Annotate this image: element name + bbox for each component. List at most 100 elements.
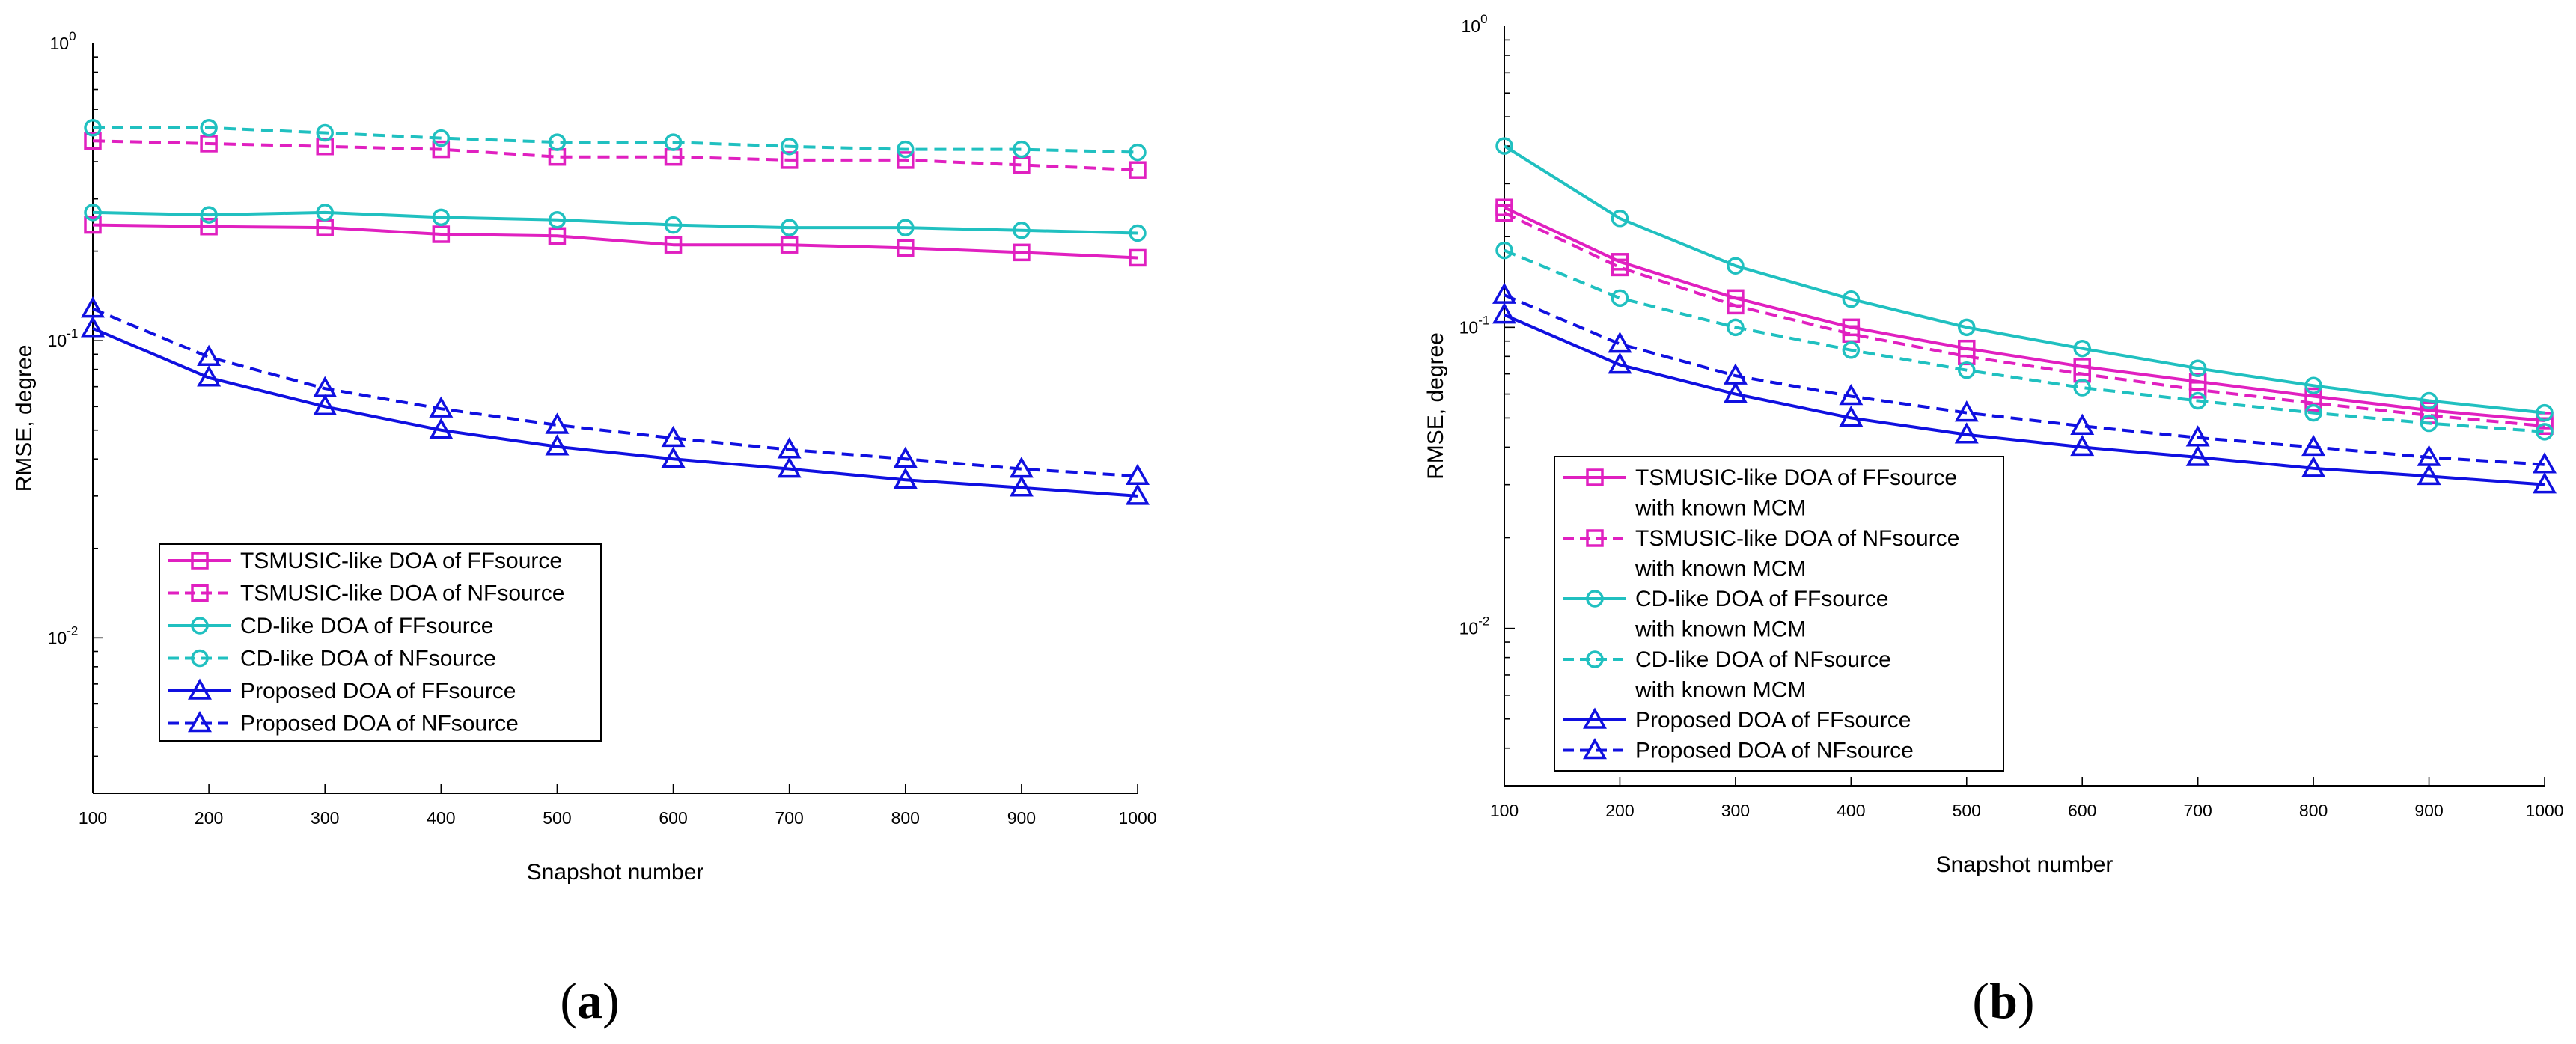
legend-label: CD-like DOA of FFsource — [1635, 587, 1888, 611]
x-tick-label: 500 — [1953, 801, 1981, 820]
data-point — [2533, 472, 2557, 494]
data-point — [780, 137, 799, 156]
x-tick-label: 400 — [427, 808, 455, 828]
data-point — [1129, 224, 1147, 242]
data-point — [1611, 210, 1629, 228]
legend-marker — [191, 649, 209, 668]
y-tick-label: 100 — [1461, 12, 1487, 36]
series-line — [1504, 211, 2545, 428]
legend-item-1: TSMUSIC-like DOA of FFsource with known M… — [1563, 465, 1957, 521]
legend-item-4: CD-like DOA of NFsource — [168, 647, 496, 671]
data-point — [1013, 222, 1031, 239]
series-2 — [84, 132, 1147, 179]
y-tick-label: 10-2 — [48, 623, 79, 647]
data-point — [432, 140, 451, 159]
legend-marker — [1583, 737, 1607, 760]
data-point — [2070, 434, 2095, 457]
legend-item-6: Proposed DOA of NFsource — [168, 710, 519, 736]
y-tick-label: 10-1 — [1459, 313, 1490, 337]
series-line — [92, 139, 1138, 172]
data-point — [1727, 296, 1745, 315]
legend-item-3: CD-like DOA of FFsource — [168, 614, 493, 638]
series-6 — [1492, 282, 2557, 474]
x-tick-label: 800 — [891, 808, 920, 828]
data-point — [548, 133, 567, 151]
data-point — [2417, 463, 2441, 486]
series-line — [93, 126, 1138, 154]
data-point — [1839, 383, 1864, 406]
data-point — [2417, 445, 2441, 466]
legend-label: TSMUSIC-like DOA of NFsource — [240, 581, 564, 606]
legend-item-6: Proposed DOA of NFsource — [1563, 737, 1914, 763]
y-tick-label: 10-1 — [48, 326, 79, 350]
legend-marker — [1586, 650, 1604, 668]
data-point — [1608, 332, 1632, 353]
data-point — [84, 216, 102, 234]
series-4 — [1495, 241, 2554, 441]
data-point — [1495, 241, 1513, 260]
data-point — [429, 396, 454, 418]
data-point — [780, 236, 799, 254]
data-point — [1126, 483, 1150, 505]
legend-marker — [191, 617, 209, 635]
data-point — [545, 434, 570, 456]
data-point — [2420, 391, 2438, 410]
x-tick-label: 300 — [1721, 801, 1750, 820]
data-point — [316, 123, 334, 142]
chart-panel-a: 100 10-1 10-2 100 200 300 400 500 600 700 800 900 10… — [12, 29, 1157, 1029]
legend-label: Proposed DOA of FFsource — [240, 679, 516, 703]
data-point — [2188, 381, 2207, 399]
series-line — [92, 307, 1138, 478]
data-point — [1013, 243, 1031, 262]
data-point — [2420, 414, 2438, 433]
data-point — [81, 296, 105, 318]
legend-item-4: CD-like DOA of NFsource with known MCM — [1563, 647, 1891, 703]
data-point — [200, 206, 218, 224]
series-3 — [1495, 137, 2554, 422]
series-2 — [1495, 204, 2554, 435]
data-point — [2185, 445, 2210, 466]
data-point — [1842, 341, 1861, 359]
legend-label: TSMUSIC-like DOA of NFsource — [1635, 526, 1959, 551]
x-tick-label: 800 — [2299, 801, 2328, 820]
legend-marker — [1586, 468, 1604, 486]
series-1 — [84, 216, 1147, 267]
x-tick-label: 1000 — [2525, 801, 2563, 820]
x-tick-label: 1000 — [1118, 808, 1156, 828]
series-4 — [84, 119, 1147, 162]
data-point — [2304, 403, 2322, 422]
data-point — [1608, 352, 1632, 374]
data-point — [1129, 161, 1147, 179]
data-point — [84, 204, 102, 222]
data-point — [429, 418, 454, 439]
data-point — [661, 425, 686, 448]
data-point — [1958, 318, 1976, 337]
data-point — [1954, 422, 1979, 444]
data-point — [897, 140, 915, 159]
data-point — [200, 119, 218, 137]
data-point — [1492, 302, 1516, 324]
chart-panel-b: 100 10-1 10-2 100 200 300 400 500 600 700 800 900 10… — [1423, 12, 2564, 1029]
data-point — [2301, 456, 2326, 477]
panel-caption: (a) — [560, 972, 619, 1029]
x-tick-label: 300 — [311, 808, 339, 828]
series-line — [92, 210, 1138, 235]
data-point — [432, 129, 451, 147]
data-point — [664, 133, 683, 151]
series-6 — [81, 296, 1150, 485]
data-point — [661, 446, 686, 468]
data-point — [664, 236, 683, 254]
data-point — [1009, 457, 1034, 478]
x-tick-label: 600 — [659, 808, 687, 828]
legend-label: TSMUSIC-like DOA of FFsource — [1635, 465, 1957, 490]
data-point — [2188, 359, 2207, 378]
series-line — [1504, 206, 2545, 422]
legend-marker — [1586, 529, 1604, 547]
x-tick-label: 900 — [1007, 808, 1036, 828]
data-point — [1013, 140, 1031, 159]
data-point — [2536, 403, 2554, 422]
data-point — [893, 467, 918, 489]
series-line — [1504, 248, 2545, 433]
data-point — [2073, 339, 2091, 358]
